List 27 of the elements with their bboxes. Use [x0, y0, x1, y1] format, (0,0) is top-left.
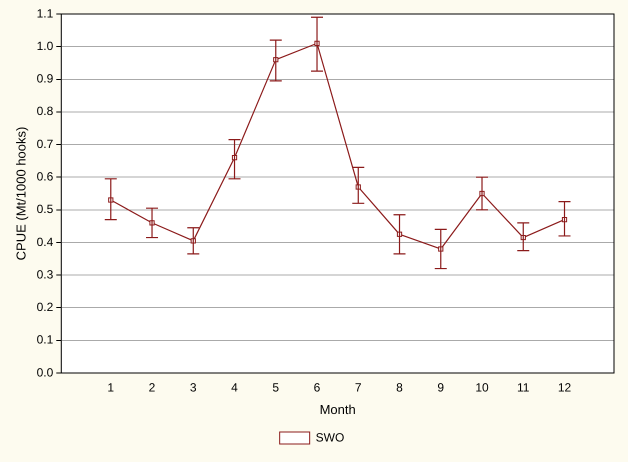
- y-tick-label: 0.7: [36, 136, 54, 151]
- y-tick-label: 0.3: [36, 267, 54, 282]
- y-tick-label: 0.5: [36, 202, 54, 216]
- x-tick-label: 8: [396, 380, 404, 395]
- x-tick-label: 6: [314, 380, 321, 395]
- y-axis-title: CPUE (Mt/1000 hooks): [13, 126, 28, 260]
- x-tick-label: 9: [437, 380, 444, 395]
- y-tick-label: 0.4: [36, 234, 54, 249]
- x-tick-label: 4: [231, 380, 238, 395]
- y-tick-label: 0.2: [36, 300, 54, 314]
- x-tick-label: 2: [148, 380, 156, 395]
- y-tick-label: 0.0: [36, 365, 54, 380]
- x-tick-label: 7: [354, 380, 362, 395]
- x-tick-label: 12: [558, 380, 572, 395]
- x-tick-label: 1: [107, 380, 114, 395]
- y-tick-label: 0.6: [36, 169, 54, 184]
- x-axis-title: Month: [320, 402, 356, 417]
- y-tick-label: 0.1: [36, 332, 54, 347]
- x-tick-label: 5: [272, 380, 280, 395]
- x-tick-label: 3: [190, 380, 197, 395]
- y-tick-label: 1.1: [36, 6, 54, 20]
- y-tick-label: 0.8: [36, 104, 54, 118]
- x-tick-label: 11: [517, 380, 530, 395]
- x-tick-label: 10: [475, 380, 489, 395]
- y-tick-label: 1.0: [36, 38, 54, 53]
- y-tick-label: 0.9: [36, 72, 54, 86]
- legend-label: SWO: [316, 430, 344, 444]
